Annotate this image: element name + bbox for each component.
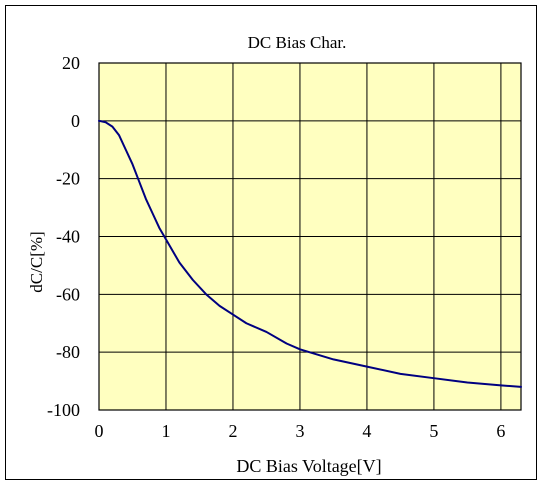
x-tick-label: 0: [95, 421, 104, 441]
tick-labels: 0 1 2 3 4 5 6 20 0 -20 -40 -60 -80 -100: [47, 53, 505, 441]
x-tick-label: 1: [161, 421, 170, 441]
series-line: [98, 119, 522, 388]
plot-border: [98, 62, 522, 411]
x-axis-label: DC Bias Voltage[V]: [236, 456, 381, 476]
x-tick-label: 4: [362, 421, 371, 441]
y-tick-label: -80: [56, 342, 80, 362]
y-tick-label: 20: [62, 53, 80, 73]
x-tick-label: 5: [429, 421, 438, 441]
x-tick-label: 2: [228, 421, 237, 441]
chart-title: DC Bias Char.: [248, 33, 347, 52]
y-tick-label: -40: [56, 227, 80, 247]
y-tick-label: -60: [56, 284, 80, 304]
grid: [98, 62, 521, 411]
y-tick-label: -20: [56, 169, 80, 189]
series-layer: [98, 119, 522, 388]
x-tick-label: 3: [295, 421, 304, 441]
y-tick-label: -100: [47, 400, 80, 420]
x-tick-label: 6: [496, 421, 505, 441]
y-axis-label: dC/C[%]: [27, 231, 46, 292]
y-tick-label: 0: [71, 111, 80, 131]
